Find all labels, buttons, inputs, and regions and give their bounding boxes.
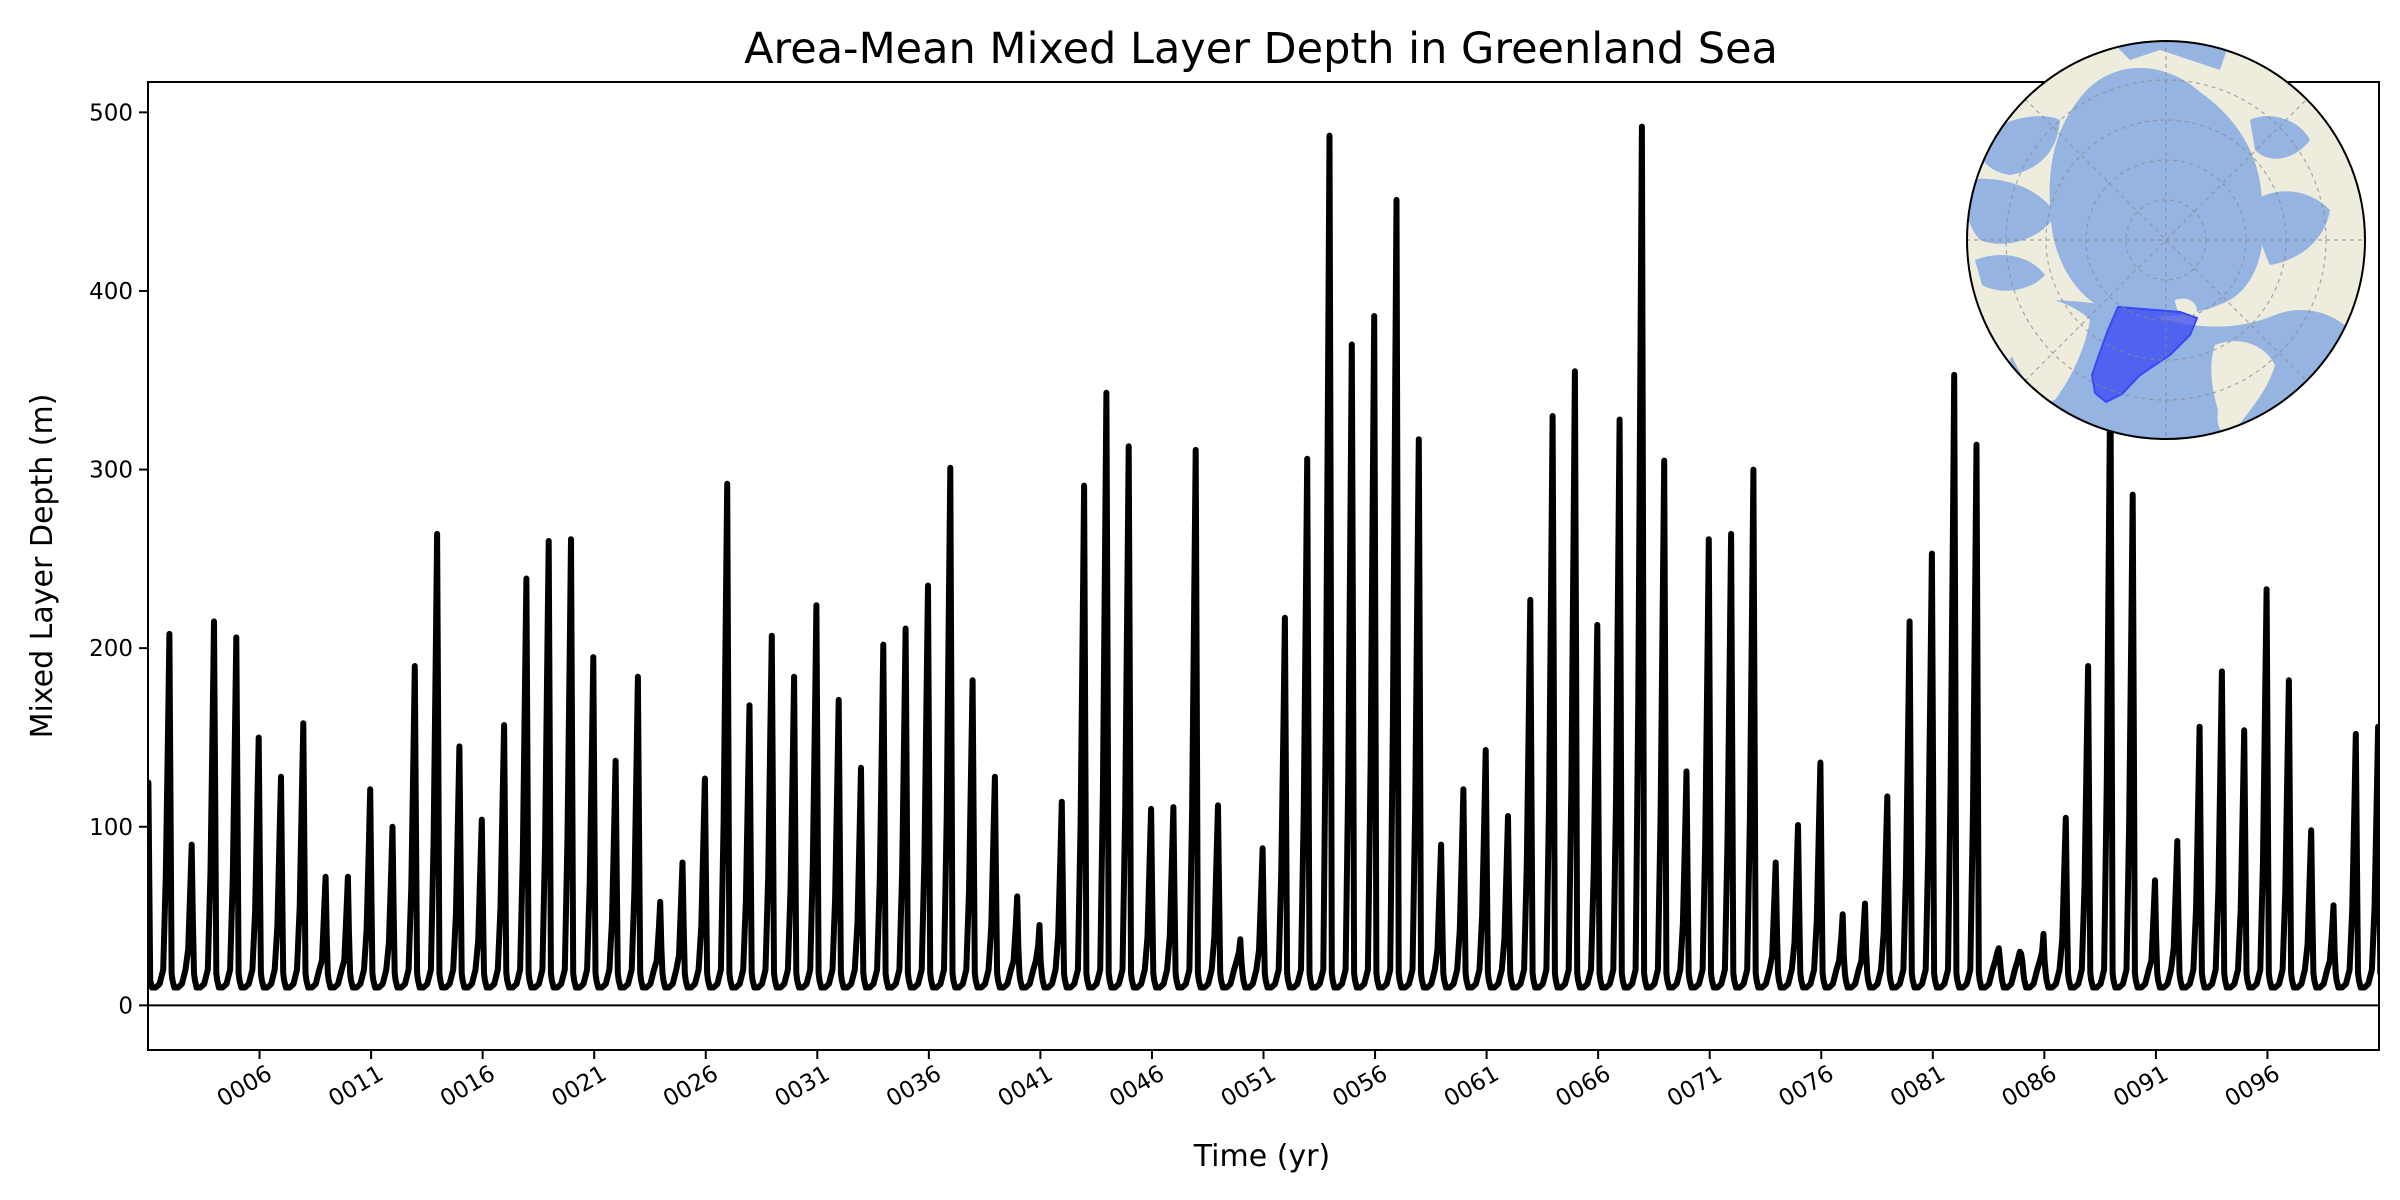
y-axis: 0 100 200 300 400 500 [89,100,148,1019]
x-axis-label: Time (yr) [1193,1139,1330,1174]
x-tick-label: 0016 [436,1061,500,1113]
x-tick-label: 0056 [1328,1061,1392,1113]
x-tick-label: 0011 [324,1061,388,1113]
y-tick-label: 0 [118,993,133,1019]
x-tick-label: 0096 [2221,1061,2285,1113]
x-tick-label: 0026 [659,1061,723,1113]
x-tick-label: 0086 [1998,1061,2062,1113]
x-tick-label: 0021 [547,1061,611,1113]
y-tick-label: 100 [89,815,133,841]
x-tick-label: 0066 [1551,1061,1615,1113]
x-tick-label: 0061 [1440,1061,1504,1113]
chart-title: Area-Mean Mixed Layer Depth in Greenland… [744,24,1778,74]
x-tick-label: 0091 [2109,1061,2173,1113]
x-tick-label: 0006 [213,1061,277,1113]
x-tick-label: 0046 [1105,1061,1169,1113]
series-line [148,123,2379,991]
arctic-polar-map-icon [1966,40,2366,440]
y-tick-label: 200 [89,636,133,662]
x-tick-label: 0051 [1217,1061,1281,1113]
x-axis: 0006 0011 0016 0021 0026 0031 0036 0041 0046 0051… [213,1050,2285,1113]
x-tick-label: 0071 [1663,1061,1727,1113]
x-tick-label: 0041 [994,1061,1058,1113]
x-tick-label: 0076 [1775,1061,1839,1113]
x-tick-label: 0031 [771,1061,835,1113]
y-tick-label: 300 [89,458,133,484]
y-tick-label: 500 [89,100,133,126]
y-axis-label: Mixed Layer Depth (m) [25,394,60,739]
y-tick-label: 400 [89,279,133,305]
x-tick-label: 0081 [1886,1061,1950,1113]
plot-frame [147,81,2380,1051]
x-tick-label: 0036 [882,1061,946,1113]
